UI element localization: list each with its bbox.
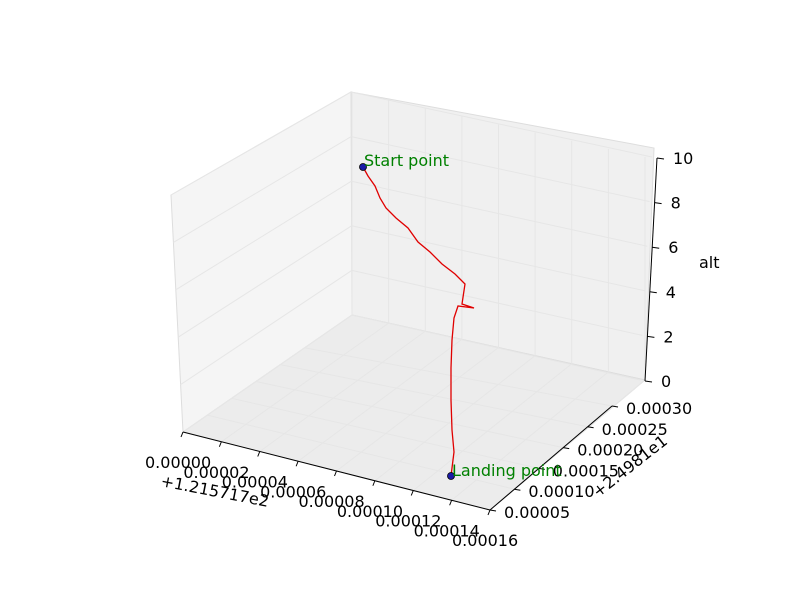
z-tick-label: 2 (663, 327, 673, 346)
z-tick-label: 0 (661, 372, 671, 391)
x-tick-mark (373, 481, 375, 486)
z-tick-label: 10 (673, 149, 693, 168)
z-tick-mark (652, 247, 659, 248)
z-tick-label: 4 (666, 283, 676, 302)
z-axis-label: alt (699, 253, 720, 272)
z-tick-mark (657, 158, 664, 159)
y-tick-mark (490, 510, 496, 511)
x-tick-mark (219, 442, 221, 447)
x-tick-label: 0.00016 (452, 531, 518, 550)
start-point-label: Start point (364, 151, 449, 170)
x-tick-mark (411, 491, 413, 496)
y-tick-label: 0.00010 (528, 482, 594, 501)
x-tick-mark (450, 500, 452, 505)
z-tick-mark (655, 203, 662, 204)
z-tick-label: 6 (668, 238, 678, 257)
x-tick-mark (335, 471, 337, 476)
x-tick-mark (488, 510, 490, 515)
landing-point-label: Landing point (452, 461, 562, 480)
y-tick-label: 0.00005 (504, 503, 570, 522)
z-tick-mark (647, 336, 654, 337)
x-tick-mark (296, 461, 298, 466)
x-tick-mark (258, 452, 260, 457)
z-tick-mark (650, 292, 657, 293)
z-tick-label: 8 (671, 194, 681, 213)
x-tick-mark (181, 432, 183, 437)
y-tick-label: 0.00030 (626, 399, 692, 418)
y-tick-mark (514, 489, 520, 490)
z-tick-mark (645, 381, 652, 382)
